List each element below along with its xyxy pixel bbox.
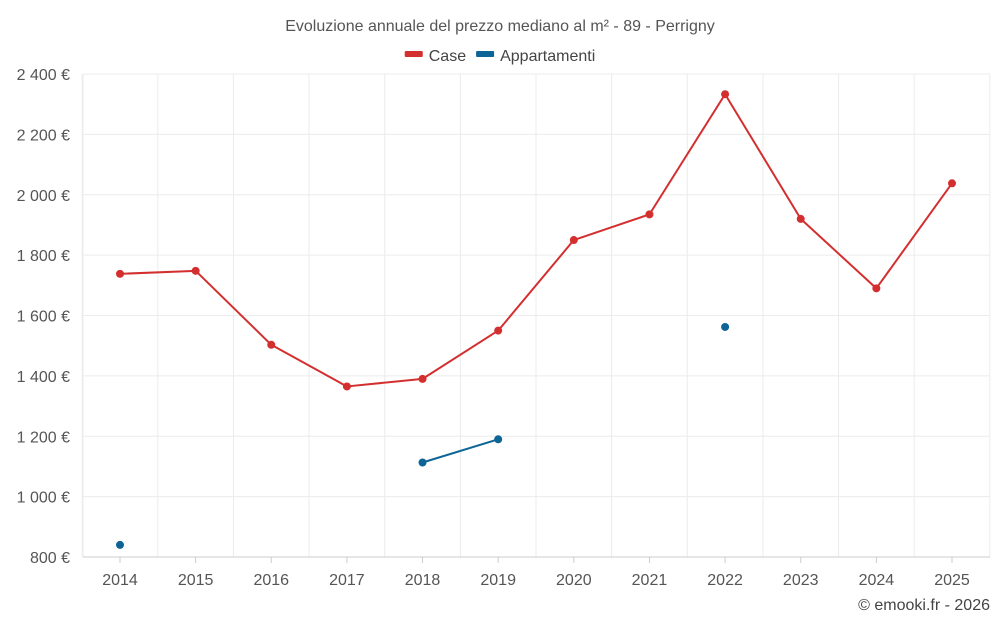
- y-tick-label: 1 400 €: [17, 369, 70, 386]
- y-tick-label: 1 200 €: [17, 429, 70, 446]
- data-point-case-2015[interactable]: [191, 266, 200, 275]
- data-point-case-2019[interactable]: [494, 326, 503, 335]
- x-tick-label: 2020: [556, 572, 592, 589]
- x-tick-label: 2016: [253, 572, 289, 589]
- series-line-case: [119, 93, 953, 388]
- legend-label-case: Case: [429, 48, 466, 65]
- data-point-case-2018[interactable]: [418, 374, 427, 383]
- data-point-appartamenti-2019[interactable]: [494, 435, 503, 444]
- data-point-case-2022[interactable]: [721, 90, 730, 99]
- data-point-case-2016[interactable]: [267, 340, 276, 349]
- y-tick-label: 2 200 €: [17, 127, 70, 144]
- chart-title: Evoluzione annuale del prezzo mediano al…: [285, 18, 715, 35]
- data-point-appartamenti-2022[interactable]: [721, 322, 730, 331]
- legend-swatch-case: [404, 51, 423, 57]
- legend-item-appartamenti[interactable]: Appartamenti: [476, 48, 595, 65]
- y-tick-label: 800 €: [30, 550, 70, 567]
- y-tick-label: 1 800 €: [17, 248, 70, 265]
- series-layer: [116, 90, 956, 549]
- x-tick-label: 2022: [707, 572, 743, 589]
- legend[interactable]: Case Appartamenti: [404, 48, 596, 65]
- data-point-case-2021[interactable]: [645, 210, 654, 219]
- x-tick-label: 2017: [329, 572, 365, 589]
- x-tick-label: 2023: [783, 572, 819, 589]
- y-tick-label: 2 400 €: [17, 67, 70, 84]
- data-point-case-2020[interactable]: [569, 236, 578, 245]
- x-tick-label: 2019: [480, 572, 516, 589]
- y-tick-label: 2 000 €: [17, 188, 70, 205]
- x-tick-label: 2018: [405, 572, 441, 589]
- credit-text: © emooki.fr - 2026: [858, 597, 990, 614]
- data-point-case-2014[interactable]: [116, 269, 124, 278]
- axes: 800 € 1 000 € 1 200 € 1 400 € 1 600 € 1 800 €…: [17, 67, 990, 589]
- grid-lines: [81, 73, 991, 557]
- data-point-case-2025[interactable]: [948, 179, 956, 188]
- y-tick-label: 1 600 €: [17, 309, 70, 326]
- data-point-case-2024[interactable]: [872, 284, 881, 293]
- legend-label-appartamenti: Appartamenti: [500, 48, 595, 65]
- legend-swatch-appartamenti: [476, 51, 495, 57]
- x-tick-label: 2014: [102, 572, 138, 589]
- x-tick-label: 2024: [859, 572, 895, 589]
- data-point-appartamenti-2018[interactable]: [418, 458, 427, 467]
- x-tick-label: 2015: [178, 572, 214, 589]
- series-appartamenti: [116, 322, 730, 549]
- data-point-case-2023[interactable]: [796, 214, 805, 223]
- data-point-appartamenti-2014[interactable]: [116, 540, 124, 549]
- data-point-case-2017[interactable]: [342, 382, 351, 391]
- x-tick-label: 2025: [934, 572, 970, 589]
- legend-item-case[interactable]: Case: [404, 48, 466, 65]
- x-tick-label: 2021: [632, 572, 668, 589]
- series-line-appartamenti: [422, 438, 499, 464]
- y-tick-label: 1 000 €: [17, 490, 70, 507]
- series-case: [116, 90, 956, 391]
